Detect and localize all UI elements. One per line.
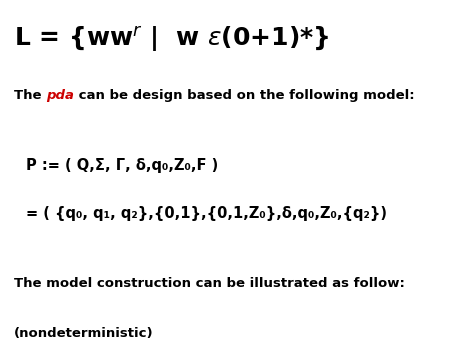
- Text: pda: pda: [46, 89, 74, 102]
- Text: The: The: [14, 89, 46, 102]
- Text: The model construction can be illustrated as follow:: The model construction can be illustrate…: [14, 277, 405, 290]
- Text: = ( {q₀, q₁, q₂},{0,1},{0,1,Z₀},δ,q₀,Z₀,{q₂}): = ( {q₀, q₁, q₂},{0,1},{0,1,Z₀},δ,q₀,Z₀,…: [26, 206, 387, 221]
- Text: L = {ww$^r$ |  w $\epsilon$(0+1)*}: L = {ww$^r$ | w $\epsilon$(0+1)*}: [14, 25, 329, 55]
- Text: P := ( Q,Σ, Γ, δ,q₀,Z₀,F ): P := ( Q,Σ, Γ, δ,q₀,Z₀,F ): [26, 158, 219, 173]
- Text: can be design based on the following model:: can be design based on the following mod…: [74, 89, 415, 102]
- Text: (nondeterministic): (nondeterministic): [14, 327, 154, 340]
